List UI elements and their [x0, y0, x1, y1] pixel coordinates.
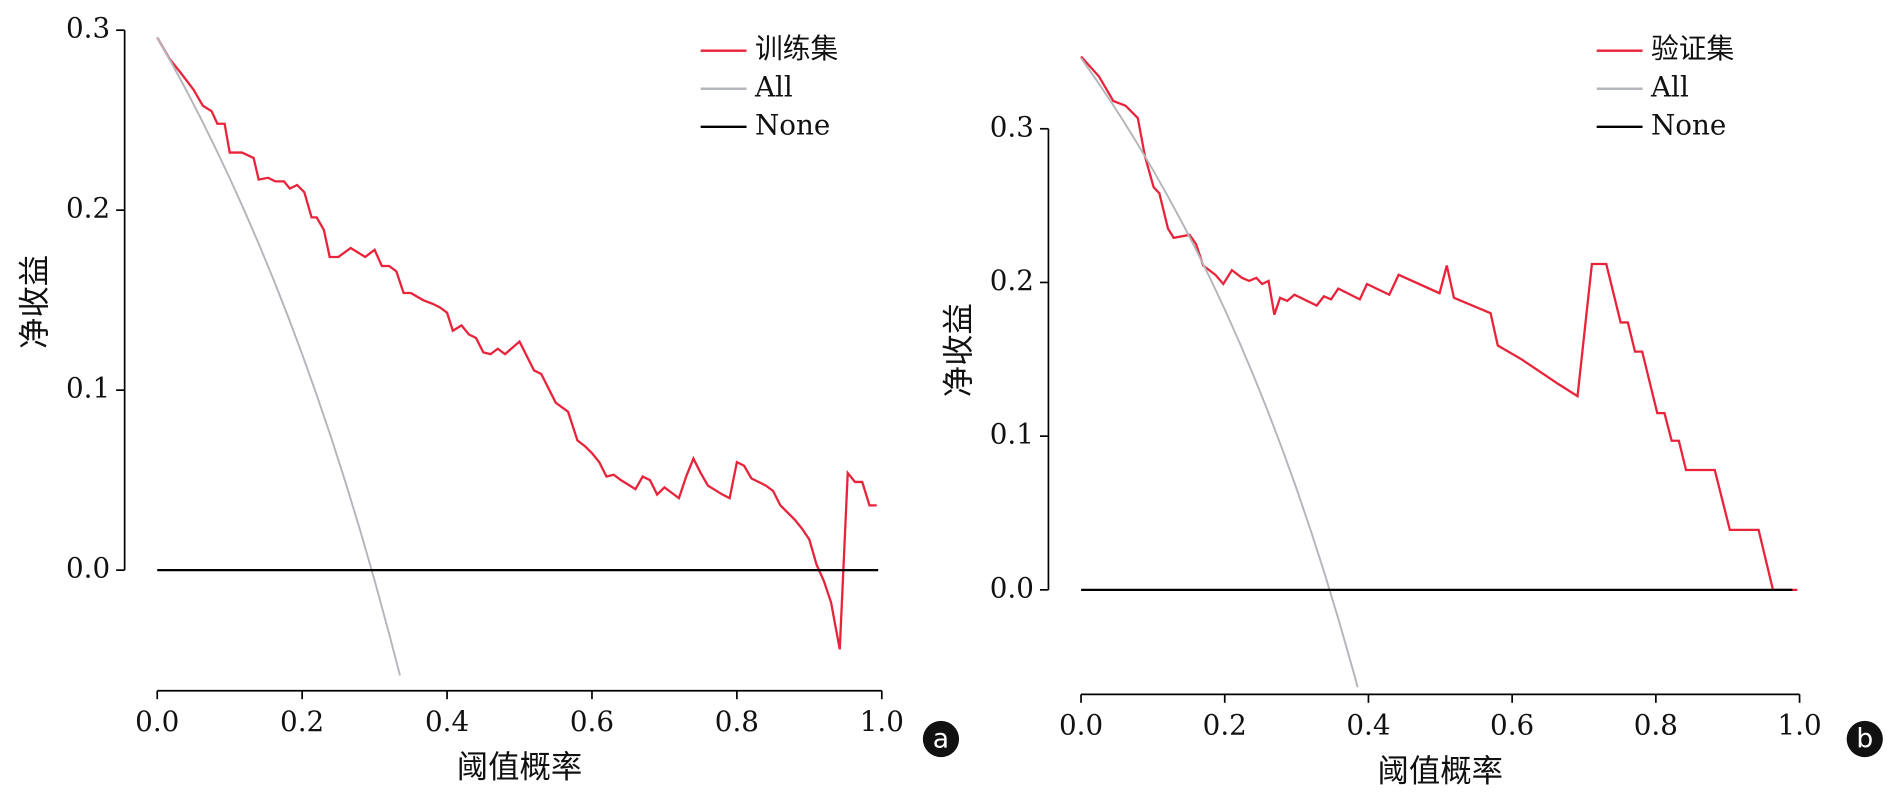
x-tick-label: 0.2: [1203, 708, 1247, 741]
y-axis-label: 净收益: [17, 255, 53, 349]
x-tick-label: 1.0: [860, 705, 904, 738]
x-tick-label: 0.6: [1490, 708, 1534, 741]
legend-label: 训练集: [755, 32, 838, 65]
y-axis-label: 净收益: [941, 303, 977, 397]
x-tick-label: 0.8: [1634, 708, 1678, 741]
x-tick-label: 0.4: [425, 705, 469, 738]
y-tick-label: 0.1: [990, 418, 1034, 451]
legend-label: None: [1651, 108, 1726, 141]
series-line: [156, 36, 877, 650]
y-tick-label: 0.0: [66, 552, 110, 585]
y-tick-label: 0.3: [990, 110, 1034, 143]
x-axis-label: 阈值概率: [457, 750, 582, 786]
legend-label: 验证集: [1651, 32, 1734, 65]
x-tick-label: 0.0: [135, 705, 179, 738]
y-tick-label: 0.2: [66, 192, 110, 225]
panel-label: b: [1856, 724, 1873, 755]
y-tick-label: 0.3: [66, 12, 110, 45]
legend-label: All: [1650, 70, 1689, 103]
y-tick-label: 0.2: [990, 264, 1034, 297]
legend-label: None: [755, 108, 830, 141]
legend-label: All: [754, 70, 793, 103]
series-line: [1080, 55, 1798, 591]
x-tick-label: 0.2: [280, 705, 324, 738]
x-tick-label: 0.0: [1059, 708, 1103, 741]
x-tick-label: 0.6: [570, 705, 614, 738]
x-tick-label: 0.8: [715, 705, 759, 738]
series-line: [156, 36, 401, 676]
panel-badge: [1846, 720, 1883, 758]
x-tick-label: 1.0: [1777, 708, 1821, 741]
x-axis-label: 阈值概率: [1378, 753, 1504, 789]
y-tick-label: 0.0: [990, 571, 1034, 604]
y-tick-label: 0.1: [66, 372, 110, 405]
panel-badge: [922, 720, 960, 758]
panel-label: a: [933, 724, 949, 755]
x-tick-label: 0.4: [1346, 708, 1390, 741]
series-line: [1080, 57, 1359, 688]
